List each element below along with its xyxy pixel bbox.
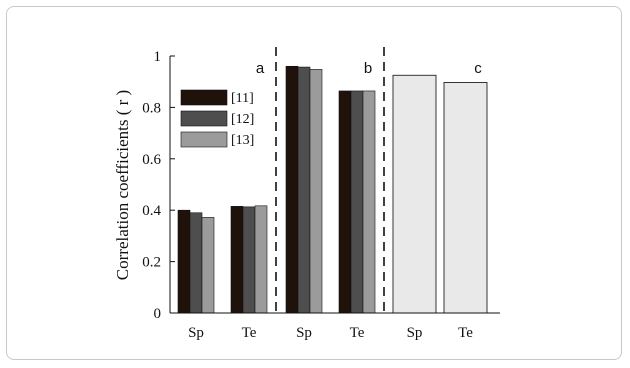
legend-swatch	[180, 110, 228, 127]
panel-label: a	[256, 60, 265, 77]
bar	[309, 69, 323, 314]
y-tick-label: 1	[154, 49, 162, 65]
legend-label: [11]	[231, 91, 254, 106]
panel-label: b	[364, 60, 372, 77]
x-tick-label: Te	[350, 325, 365, 341]
x-tick-labels: Sp Te Sp Te Sp Te	[188, 325, 473, 341]
y-tick-label: 0.6	[142, 152, 161, 168]
legend: [11] [12] [13]	[180, 89, 254, 148]
x-tick-label: Te	[242, 325, 257, 341]
legend-swatch	[180, 89, 228, 106]
bar	[254, 205, 268, 314]
figure-frame	[6, 6, 622, 360]
x-tick-label: Te	[458, 325, 473, 341]
legend-label: [12]	[231, 112, 254, 127]
y-tick-label: 0.4	[142, 203, 161, 219]
bar	[285, 65, 299, 314]
bar	[443, 82, 488, 314]
bars-group	[170, 65, 500, 314]
y-tick-label: 0.2	[142, 255, 161, 271]
x-tick-label: Sp	[407, 325, 423, 341]
y-tick-label: 0	[154, 306, 162, 322]
panel-label: c	[474, 60, 482, 77]
bar	[189, 212, 203, 314]
y-tick-label: 0.8	[142, 100, 161, 116]
bar	[362, 90, 376, 314]
x-tick-label: Sp	[296, 325, 312, 341]
bar	[230, 206, 244, 314]
x-tick-label: Sp	[188, 325, 204, 341]
bar	[201, 217, 215, 314]
bar	[177, 209, 191, 314]
bar	[297, 66, 311, 314]
legend-label: [13]	[231, 133, 254, 148]
panel-labels: a b c	[256, 60, 482, 77]
y-axis-label: Correlation coefficients ( r )	[113, 90, 132, 280]
bar	[338, 90, 352, 314]
bar	[350, 90, 364, 314]
bar	[392, 74, 437, 314]
bar	[242, 206, 256, 314]
legend-swatch	[180, 131, 228, 148]
y-axis: 0 0.2 0.4 0.6 0.8 1	[142, 49, 175, 322]
